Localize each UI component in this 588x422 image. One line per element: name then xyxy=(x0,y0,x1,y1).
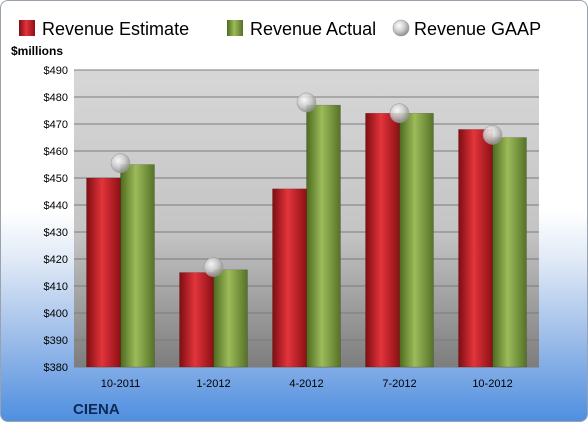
x-axis-ticks: 10-2011 1-2012 4-2012 7-2012 10-2012 xyxy=(101,378,513,390)
y-axis-title: $millions xyxy=(11,44,63,58)
y-tick-label: $390 xyxy=(44,335,68,347)
bar-revenue-estimate-10-2012 xyxy=(458,129,493,368)
bar-revenue-actual-4-2012 xyxy=(306,104,341,368)
marker-revenue-gaap-10-2012 xyxy=(482,125,503,145)
y-tick-label: $430 xyxy=(44,227,68,239)
bar-revenue-estimate-10-2011 xyxy=(86,177,121,368)
y-tick-label: $380 xyxy=(44,362,68,374)
legend-label: Revenue Actual xyxy=(250,19,376,39)
x-tick-label: 10-2012 xyxy=(472,378,512,390)
x-tick-label: 7-2012 xyxy=(382,378,416,390)
marker-revenue-gaap-10-2011 xyxy=(110,153,131,173)
y-tick-label: $440 xyxy=(44,200,68,212)
y-tick-label: $410 xyxy=(44,281,68,293)
company-label: CIENA xyxy=(73,401,120,418)
legend-swatch xyxy=(392,19,410,37)
y-tick-label: $490 xyxy=(44,65,68,77)
x-tick-label: 1-2012 xyxy=(196,378,230,390)
marker-revenue-gaap-7-2012 xyxy=(389,103,410,123)
y-axis-ticks: $380 $390 $400 $410 $420 $430 $440 $450 $460 $470… xyxy=(44,65,68,374)
y-tick-label: $460 xyxy=(44,146,68,158)
marker-revenue-gaap-4-2012 xyxy=(296,92,317,113)
legend-item-revenue-gaap: Revenue GAAP xyxy=(392,19,541,39)
marker-revenue-gaap-1-2012 xyxy=(203,257,224,277)
legend-item-revenue-actual: Revenue Actual xyxy=(227,19,376,39)
x-tick-label: 10-2011 xyxy=(101,378,141,390)
legend-label: Revenue Estimate xyxy=(42,19,189,39)
bar-revenue-actual-7-2012 xyxy=(399,112,434,368)
y-tick-label: $420 xyxy=(44,254,68,266)
bar-revenue-actual-10-2012 xyxy=(492,137,527,368)
y-tick-label: $480 xyxy=(44,92,68,104)
bars xyxy=(86,104,527,368)
legend-label: Revenue GAAP xyxy=(414,19,541,39)
x-tick-label: 4-2012 xyxy=(289,378,323,390)
gaap-markers xyxy=(110,92,503,277)
bar-revenue-actual-1-2012 xyxy=(213,269,248,368)
bar-revenue-actual-10-2011 xyxy=(120,164,155,368)
y-tick-label: $400 xyxy=(44,308,68,320)
bar-revenue-estimate-1-2012 xyxy=(179,272,214,368)
y-tick-label: $450 xyxy=(44,173,68,185)
bar-revenue-estimate-4-2012 xyxy=(272,188,307,368)
legend-swatch xyxy=(19,20,35,36)
y-tick-label: $470 xyxy=(44,119,68,131)
bar-revenue-estimate-7-2012 xyxy=(365,112,400,368)
legend: Revenue Estimate Revenue Actual Revenue GA… xyxy=(19,19,541,39)
legend-item-revenue-estimate: Revenue Estimate xyxy=(19,19,189,39)
legend-swatch xyxy=(227,20,243,36)
